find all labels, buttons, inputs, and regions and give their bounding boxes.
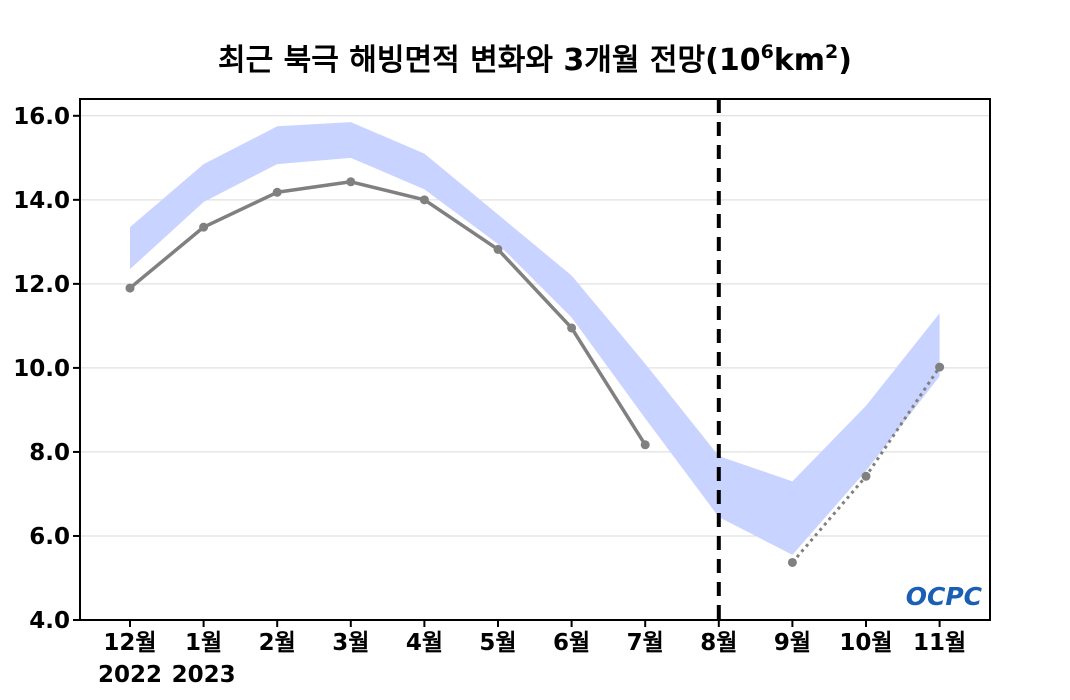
data-point-s0-4	[419, 195, 429, 205]
x-tick-label-2: 2월	[259, 630, 296, 656]
data-point-s0-0	[125, 283, 135, 293]
ocpc-logo: OCPC	[906, 582, 983, 611]
x-year-label-0: 2022	[98, 662, 162, 688]
chart-title: 최근 북극 해빙면적 변화와 3개월 전망(106km2)	[218, 41, 852, 78]
grid-lines	[80, 115, 990, 537]
data-point-s1-10	[861, 471, 871, 481]
x-tick-label-3: 3월	[332, 630, 369, 656]
x-tick-label-0: 12월	[103, 630, 156, 656]
y-tick-label-6: 16.0	[13, 104, 70, 130]
data-point-s0-7	[640, 440, 650, 450]
title-exponent-1: 6	[761, 41, 774, 63]
x-tick-label-8: 8월	[700, 630, 737, 656]
y-tick-label-2: 8.0	[29, 440, 70, 466]
x-tick-label-10: 10월	[839, 630, 892, 656]
data-point-s1-11	[935, 362, 945, 372]
x-tick-label-7: 7월	[627, 630, 664, 656]
x-tick-label-6: 6월	[553, 630, 590, 656]
title-exponent-2: 2	[825, 41, 838, 63]
x-tick-label-9: 9월	[774, 630, 811, 656]
data-point-s1-9	[787, 557, 797, 567]
range-band-layer	[130, 122, 940, 555]
x-tick-label-5: 5월	[479, 630, 516, 656]
data-point-s0-2	[272, 187, 282, 197]
ocpc-logo-text: OCPC	[906, 582, 983, 611]
y-tick-label-1: 6.0	[29, 524, 70, 550]
y-axis-ticks: 4.0 6.0 8.0 10.0 12.0 14.0 16.0	[13, 104, 80, 634]
x-tick-label-11: 11월	[913, 630, 966, 656]
data-point-s0-6	[567, 323, 577, 333]
y-tick-label-5: 14.0	[13, 188, 70, 214]
x-tick-label-1: 1월	[185, 630, 222, 656]
series-line-0	[128, 180, 647, 446]
y-tick-label-4: 12.0	[13, 272, 70, 298]
x-tick-label-4: 4월	[406, 630, 443, 656]
series-layer	[125, 177, 945, 567]
title-close-paren: )	[838, 43, 852, 78]
data-point-s0-1	[199, 222, 209, 232]
x-year-label-1: 2023	[172, 662, 236, 688]
plot-frame	[79, 98, 991, 621]
title-unit: km	[774, 43, 825, 78]
range-band	[130, 122, 940, 555]
y-tick-label-0: 4.0	[29, 608, 70, 634]
x-axis-ticks: 12월 1월 2월 3월 4월 5월 6월 7월 8월 9월 10월 11월 2022 2023	[98, 620, 966, 688]
data-point-s0-5	[493, 244, 503, 254]
data-point-s0-3	[346, 177, 356, 187]
y-tick-label-3: 10.0	[13, 356, 70, 382]
title-main: 최근 북극 해빙면적 변화와 3개월 전망(10	[218, 43, 761, 78]
